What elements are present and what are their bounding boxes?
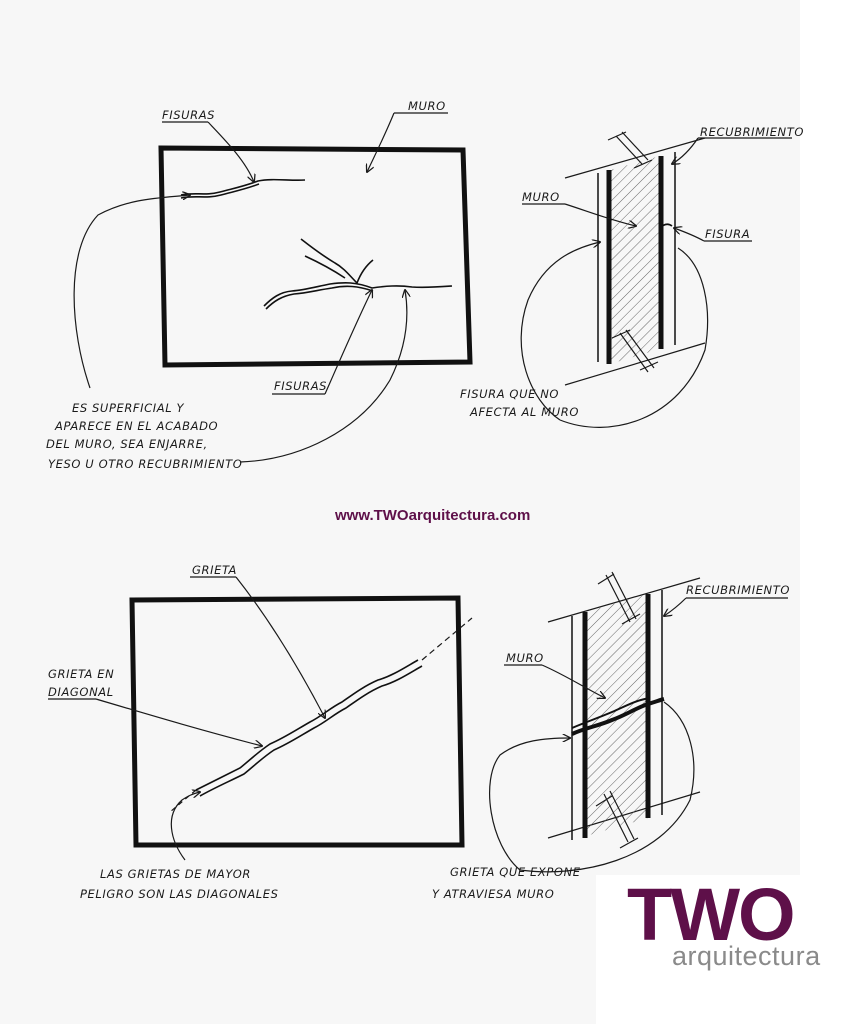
top-section-note-2: AFECTA AL MURO (469, 405, 579, 419)
bottom-wall-section (547, 571, 701, 849)
bottom-wall-frame (129, 595, 465, 848)
top-leaders (73, 112, 448, 463)
bottom-leaders (48, 576, 325, 861)
bottom-muro-hatch (586, 594, 648, 836)
through-grieta (571, 697, 665, 736)
logo-two: TWO (627, 873, 794, 956)
label-fisuras-bottom: FISURAS (274, 379, 327, 393)
bottom-section-leaders (489, 597, 788, 873)
label-fisura-section: FISURA (705, 227, 750, 241)
right-margin (800, 0, 862, 1024)
bottom-wall-elevation (129, 595, 473, 848)
top-muro-hatch (610, 156, 660, 364)
label-recubrimiento-bottom: RECUBRIMIENTO (686, 583, 790, 597)
label-grieta-diagonal-2: DIAGONAL (48, 685, 114, 699)
top-note-line-4: YESO U OTRO RECUBRIMIENTO (48, 457, 242, 471)
top-wall-frame (158, 145, 473, 368)
top-note-line-1: ES SUPERFICIAL Y (72, 401, 184, 415)
label-muro-section-bottom: MURO (506, 651, 544, 665)
logo-arquitectura: arquitectura (672, 941, 821, 971)
diagonal-grieta (195, 659, 419, 791)
lower-fisura (263, 282, 453, 307)
label-recubrimiento-top: RECUBRIMIENTO (700, 125, 804, 139)
top-note-line-3: DEL MURO, SEA ENJARRE, (46, 437, 208, 451)
label-muro-section-top: MURO (522, 190, 560, 204)
label-grieta-diagonal-1: GRIETA EN (48, 667, 114, 681)
label-fisuras-top: FISURAS (162, 108, 215, 122)
bottom-section-note-1: GRIETA QUE EXPONE (450, 865, 581, 879)
top-note-line-2: APARECE EN EL ACABADO (54, 419, 218, 433)
website-url[interactable]: www.TWOarquitectura.com (334, 507, 530, 524)
label-grieta: GRIETA (192, 563, 237, 577)
upper-fisura (180, 178, 306, 196)
label-muro-top: MURO (408, 99, 446, 113)
bottom-note-line-2: PELIGRO SON LAS DIAGONALES (80, 887, 279, 901)
two-arquitectura-logo: TWO arquitectura (596, 873, 862, 1024)
top-section-leaders (520, 137, 792, 428)
bottom-section-note-2: Y ATRAVIESA MURO (432, 887, 554, 901)
top-section-note-1: FISURA QUE NO (460, 387, 559, 401)
top-wall-section (564, 131, 706, 386)
top-wall-elevation (158, 145, 473, 368)
lower-fisura-branch (300, 238, 374, 285)
bottom-note-line-1: LAS GRIETAS DE MAYOR (100, 867, 251, 881)
